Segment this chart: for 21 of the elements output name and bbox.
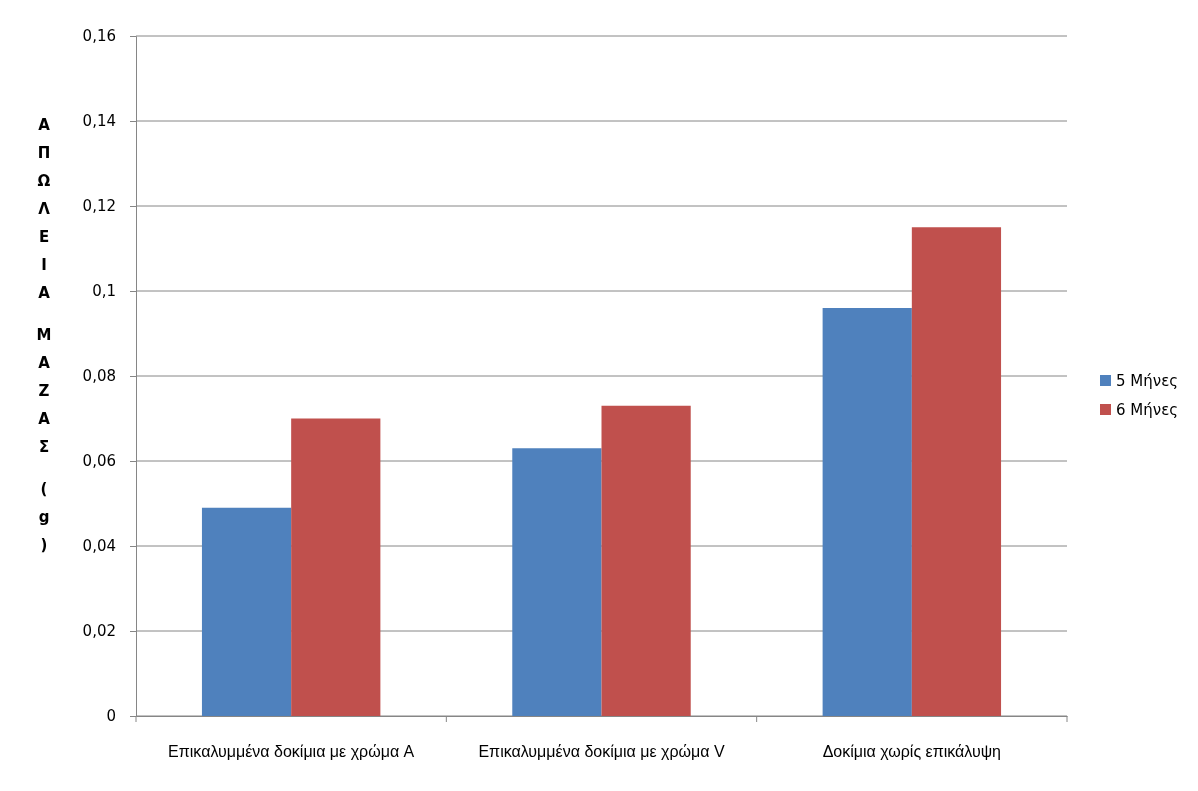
bar [291, 418, 381, 716]
x-tick-label: Δοκίμια χωρίς επικάλυψη [822, 743, 1002, 761]
y-tick-label: 0 [106, 707, 116, 726]
y-tick-label: 0,16 [82, 27, 116, 46]
x-tick-label: Επικαλυμμένα δοκίμια με χρώμα V [478, 743, 725, 761]
y-tick-label: 0,12 [82, 197, 116, 216]
y-tick-label: 0,08 [82, 367, 116, 386]
y-tick-label: 0,14 [82, 112, 116, 131]
x-tick-label: Επικαλυμμένα δοκίμια με χρώμα A [168, 743, 415, 761]
y-tick-label: 0,04 [82, 537, 116, 556]
bar [911, 227, 1002, 716]
bar [822, 308, 912, 716]
y-tick-label: 0,1 [92, 282, 116, 301]
bar [601, 405, 691, 716]
y-tick-label: 0,06 [82, 452, 116, 471]
legend-label: 6 Μήνες [1116, 401, 1179, 419]
bar [201, 507, 292, 716]
text: ΑΠΩΛΕΙΑ ΜΑΖΑΣ (g) [36, 116, 52, 554]
legend-label: 5 Μήνες [1116, 372, 1179, 390]
y-tick-label: 0,02 [82, 622, 116, 641]
bar [512, 448, 602, 716]
